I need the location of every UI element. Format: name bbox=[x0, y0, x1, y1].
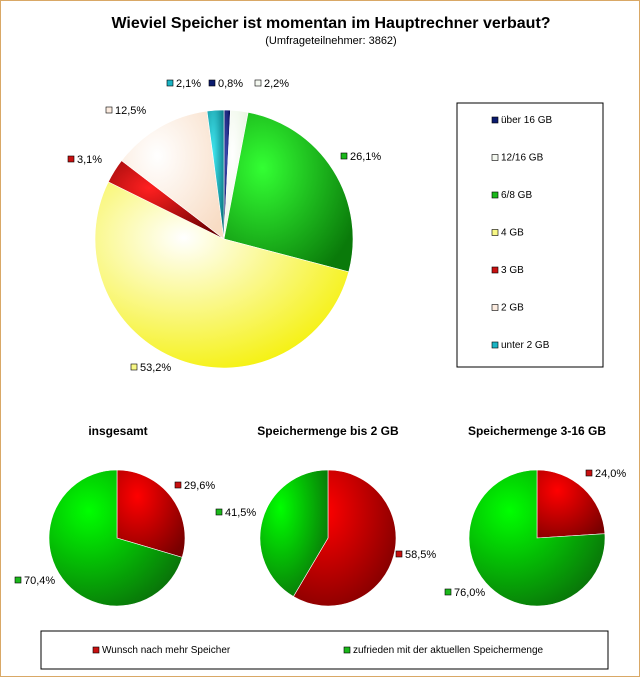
small-pie-2-label-swatch-1 bbox=[215, 508, 223, 516]
small-pie-2-label-0: 58,5% bbox=[405, 549, 436, 561]
small-pies: 29,6% 70,4% 58,5% 41,5% 24,0% 76,0% bbox=[14, 468, 626, 607]
pie-label-swatch-3-gb bbox=[67, 155, 75, 163]
small-pie-2-slice-wunsch-nach-mehr-speicher bbox=[292, 469, 397, 607]
pie-label-swatch-12-16-gb bbox=[254, 79, 262, 87]
main-pie bbox=[94, 109, 354, 369]
small-pie-3-label-swatch-0 bbox=[585, 469, 593, 477]
legend-swatch-wunsch bbox=[92, 646, 100, 654]
pie-label-swatch-6-8-gb bbox=[340, 152, 348, 160]
legend-swatch-zufrieden bbox=[343, 646, 351, 654]
pie-slice-unter-2-gb bbox=[206, 109, 225, 240]
small-pie-1-label-0: 29,6% bbox=[184, 480, 215, 492]
pie-slice-2-gb bbox=[121, 110, 225, 240]
legend-swatch-3-gb bbox=[491, 266, 499, 274]
main-pie-labels: 0,8% 2,2% 26,1% 53,2% 3,1% 12,5% 2,1% bbox=[67, 78, 381, 374]
legend-label-zufrieden: zufrieden mit der aktuellen Speichermeng… bbox=[353, 645, 544, 656]
small-pie-1-slice-wunsch-nach-mehr-speicher bbox=[116, 469, 186, 558]
pie-label-swatch-ber-16-gb bbox=[208, 79, 216, 87]
legend-swatch-2-gb bbox=[491, 304, 499, 311]
legend-swatch-ber-16-gb bbox=[491, 116, 499, 124]
legend-label-wunsch: Wunsch nach mehr Speicher bbox=[102, 645, 231, 656]
small-pie-3-slice-wunsch-nach-mehr-speicher bbox=[536, 469, 606, 539]
legend-swatch-unter-2-gb bbox=[491, 341, 499, 349]
pie-label-swatch-2-gb bbox=[105, 106, 113, 114]
legend-swatch-6-8-gb bbox=[491, 191, 499, 199]
pie-label-swatch-unter-2-gb bbox=[166, 79, 174, 87]
pie-label-2-gb: 12,5% bbox=[115, 105, 146, 117]
legend-label-12-16-gb: 12/16 GB bbox=[501, 153, 544, 164]
main-legend-box bbox=[456, 102, 604, 368]
chart-subtitle: (Umfrageteilnehmer: 3862) bbox=[265, 35, 396, 47]
small-pie-3-slice-zufrieden-mit-der-aktuellen-speichermenge bbox=[468, 469, 606, 607]
pie-slice-6-8-gb bbox=[223, 111, 354, 273]
small-pie-title-2: Speichermenge bis 2 GB bbox=[257, 424, 399, 438]
small-pie-1-slice-zufrieden-mit-der-aktuellen-speichermenge bbox=[48, 469, 183, 607]
chart-title: Wieviel Speicher ist momentan im Hauptre… bbox=[111, 15, 550, 32]
small-pie-2-label-swatch-0 bbox=[395, 550, 403, 558]
small-pie-title-1: insgesamt bbox=[88, 424, 147, 438]
legend-label-unter-2-gb: unter 2 GB bbox=[501, 340, 550, 351]
pie-slice-4-gb bbox=[94, 181, 350, 369]
small-pie-2-slice-zufrieden-mit-der-aktuellen-speichermenge bbox=[259, 469, 329, 597]
legend-swatch-4-gb bbox=[491, 229, 499, 236]
small-pie-3-label-0: 24,0% bbox=[595, 468, 626, 480]
pie-label-4-gb: 53,2% bbox=[140, 362, 171, 374]
small-pie-3-label-swatch-1 bbox=[444, 588, 452, 596]
small-pie-2-label-1: 41,5% bbox=[225, 507, 256, 519]
pie-label-12-16-gb: 2,2% bbox=[264, 78, 289, 90]
bottom-legend-box bbox=[40, 630, 609, 670]
small-pie-1-label-swatch-0 bbox=[174, 481, 182, 489]
small-pie-3-label-1: 76,0% bbox=[454, 587, 485, 599]
small-pie-1-label-1: 70,4% bbox=[24, 575, 55, 587]
pie-label-ber-16-gb: 0,8% bbox=[218, 78, 243, 90]
main-legend: über 16 GB 12/16 GB 6/8 GB 4 GB 3 GB 2 GB unte… bbox=[491, 115, 552, 351]
legend-label-4-gb: 4 GB bbox=[501, 228, 524, 239]
legend-label-3-gb: 3 GB bbox=[501, 265, 524, 276]
small-pie-1-label-swatch-1 bbox=[14, 576, 22, 584]
pie-label-3-gb: 3,1% bbox=[77, 154, 102, 166]
legend-swatch-12-16-gb bbox=[491, 154, 499, 161]
pie-label-swatch-4-gb bbox=[130, 363, 138, 371]
pie-label-6-8-gb: 26,1% bbox=[350, 151, 381, 163]
pie-label-unter-2-gb: 2,1% bbox=[176, 78, 201, 90]
legend-label-ber-16-gb: über 16 GB bbox=[501, 115, 552, 126]
small-pie-title-3: Speichermenge 3-16 GB bbox=[468, 424, 606, 438]
legend-label-2-gb: 2 GB bbox=[501, 303, 524, 314]
legend-label-6-8-gb: 6/8 GB bbox=[501, 190, 532, 201]
